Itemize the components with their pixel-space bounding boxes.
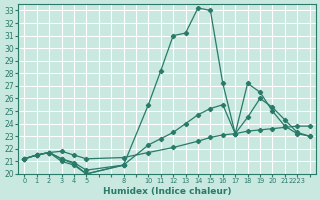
X-axis label: Humidex (Indice chaleur): Humidex (Indice chaleur) [103, 187, 231, 196]
